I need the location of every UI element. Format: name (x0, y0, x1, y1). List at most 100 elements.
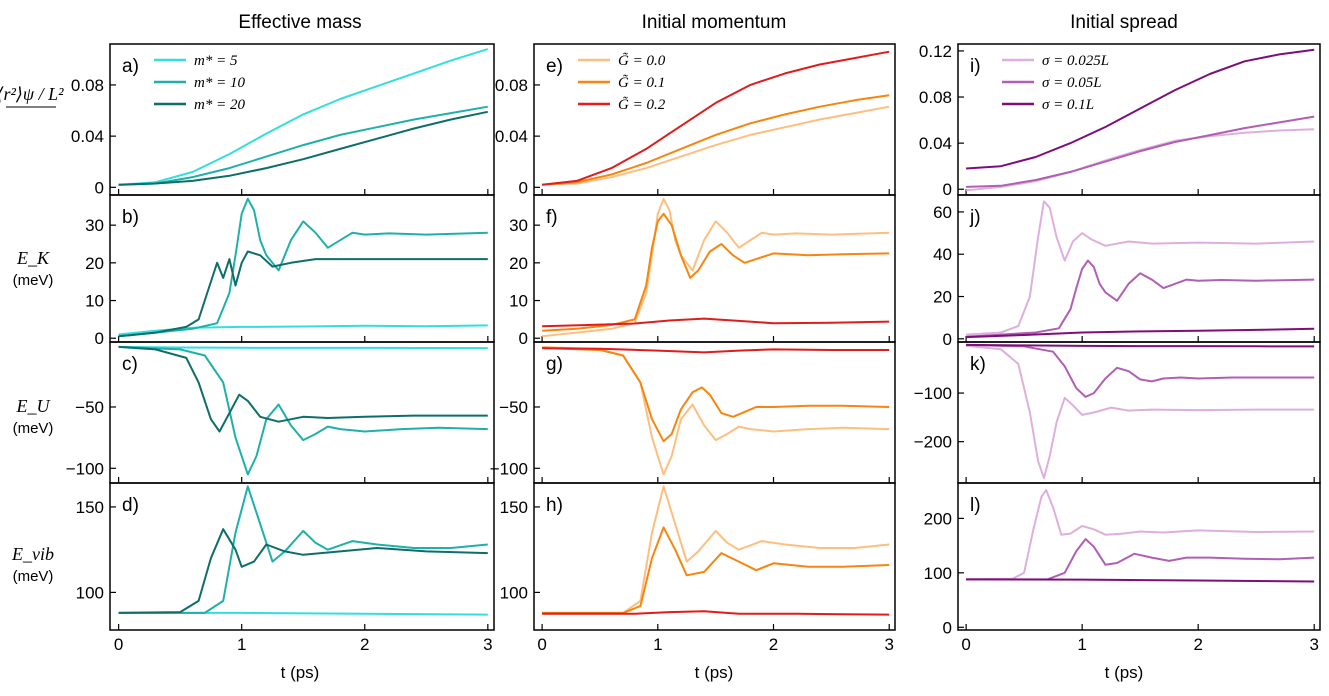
panel-i-frame (957, 43, 1321, 196)
panel-i-series-0 (965, 128, 1315, 192)
panel-l-frame (957, 482, 1321, 631)
panel-g-ytick-label: −50 (499, 398, 528, 417)
panel-e-legend-label: G̃ = 0.0 (618, 52, 666, 69)
ylabel-row-3: E_vib (11, 544, 54, 564)
panel-k-series-2 (966, 343, 1315, 348)
panel-g-ytick-label: −100 (490, 459, 528, 478)
panel-f-ytick-label: 20 (509, 254, 528, 273)
panel-e-frame (533, 43, 896, 196)
panel-i-label: i) (970, 56, 981, 77)
panel-c-series-1 (118, 345, 488, 476)
xlabel-col-0: t (ps) (281, 663, 320, 682)
panel-c-ytick-label: −50 (75, 398, 104, 417)
panel-e-ytick-label: 0.08 (495, 76, 528, 95)
panel-l-series-0 (966, 489, 1315, 581)
panel-j-label: j) (969, 207, 981, 228)
panel-h-label: h) (546, 495, 563, 516)
panel-c-series-2 (118, 345, 488, 433)
panel-d-frame (109, 482, 495, 631)
panel-f-ytick-label: 10 (509, 292, 528, 311)
panel-d-label: d) (122, 495, 139, 516)
panel-k-ytick-label: −100 (914, 384, 952, 403)
panel-l-ytick-label: 0 (943, 618, 952, 637)
panel-h: 100 150 0 1 2 3 h) (500, 482, 896, 654)
panel-d-ytick-label: 150 (76, 498, 104, 517)
panel-e-series-0 (542, 105, 890, 186)
xlabel-col-2: t (ps) (1105, 663, 1144, 682)
xlabel-col-1: t (ps) (695, 663, 734, 682)
panel-d-xtick-label: 3 (483, 635, 492, 654)
panel-i-legend-label: σ = 0.05L (1042, 75, 1102, 91)
panel-b-ytick-label: 10 (85, 292, 104, 311)
panel-a-ytick-label: 0 (95, 178, 104, 197)
panel-e-legend-label: G̃ = 0.1 (618, 74, 665, 91)
panel-g-label: g) (546, 354, 563, 375)
column-title-initial-spread: Initial spread (1070, 12, 1178, 33)
panel-h-frame (533, 482, 896, 631)
panel-g-series-1 (542, 347, 890, 443)
panel-i-ytick-label: 0.04 (919, 134, 952, 153)
panel-k-series-1 (966, 343, 1315, 398)
panel-e-legend-label: G̃ = 0.2 (618, 96, 666, 113)
panel-d-xtick-label: 1 (237, 635, 246, 654)
panel-k-ytick-label: −200 (914, 433, 952, 452)
panel-h-xtick-label: 0 (537, 635, 546, 654)
ylabel-row-1: E_K (16, 248, 50, 268)
panel-h-series-2 (542, 610, 890, 616)
panel-d-series-2 (118, 528, 488, 614)
panel-f-series-1 (542, 212, 890, 332)
panel-g: −100 −50 g) (490, 341, 896, 484)
panel-l-xtick-label: 2 (1193, 635, 1202, 654)
panel-h-ytick-label: 100 (500, 583, 528, 602)
panel-b-series-1 (118, 197, 488, 338)
panel-l-xtick-label: 1 (1077, 635, 1086, 654)
panel-a-legend-label: m* = 20 (194, 97, 245, 113)
panel-i-ytick-label: 0.12 (919, 42, 952, 61)
panel-e-series-2 (541, 50, 890, 186)
panel-b-label: b) (122, 207, 139, 228)
ylabel-row-3-unit: (meV) (13, 568, 54, 585)
panel-a-legend-label: m* = 5 (194, 53, 238, 69)
panel-j-series-2 (966, 327, 1315, 339)
panel-j-ytick-label: 0 (943, 330, 952, 349)
panel-c-series-0 (118, 345, 488, 350)
panel-j-series-1 (966, 259, 1315, 338)
panel-e: 0 0.04 0.08 e) G̃ = 0.0 G̃ = 0.1 G̃ = 0.2 (495, 43, 896, 197)
panel-b-ytick-label: 20 (85, 254, 104, 273)
panel-i-legend-label: σ = 0.1L (1042, 97, 1094, 113)
panel-l-label: l) (970, 495, 981, 516)
panel-h-ytick-label: 150 (500, 498, 528, 517)
panel-d: 100 150 0 1 2 3 d) (76, 482, 495, 654)
panel-k: −200 −100 k) (914, 341, 1321, 484)
ylabel-row-1-unit: (meV) (13, 272, 54, 289)
panel-b-frame (109, 194, 495, 343)
panel-a-series-1 (118, 105, 488, 186)
panel-b-ytick-label: 0 (95, 329, 104, 348)
panel-e-ytick-label: 0 (519, 178, 528, 197)
panel-b: 0 10 20 30 b) (85, 194, 495, 348)
panel-j-series-0 (966, 200, 1315, 336)
panel-k-label: k) (970, 354, 986, 375)
panel-a-legend-label: m* = 10 (194, 75, 245, 91)
panel-i-series-2 (966, 48, 1315, 170)
panel-h-series-1 (542, 526, 890, 614)
panel-f-series-2 (542, 317, 890, 328)
panel-h-xtick-label: 3 (884, 635, 893, 654)
panel-b-series-2 (118, 250, 488, 338)
panel-i-ytick-label: 0 (943, 180, 952, 199)
panel-a-ytick-label: 0.04 (71, 127, 104, 146)
ylabel-row-2-unit: (meV) (13, 420, 54, 437)
panel-d-ytick-label: 100 (76, 583, 104, 602)
panel-j-frame (957, 194, 1321, 343)
panel-j-ytick-label: 60 (933, 203, 952, 222)
panel-a: 0 0.04 0.08 a) m* = 5 m* = 10 m* = 20 (71, 43, 495, 197)
ylabel-row-0: ⟨r²⟩ψ / L² (0, 84, 64, 104)
panel-k-series-0 (966, 344, 1315, 480)
panel-i-series-1 (966, 115, 1315, 188)
panel-a-series-2 (118, 110, 489, 186)
panel-b-series-0 (118, 324, 488, 336)
panel-c-ytick-label: −100 (66, 459, 104, 478)
panel-j: 0 20 40 60 j) (933, 194, 1321, 349)
panel-j-ytick-label: 20 (933, 288, 952, 307)
